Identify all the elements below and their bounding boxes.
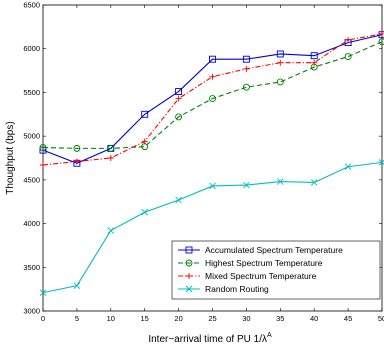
data-point [276, 178, 284, 185]
data-point [73, 282, 81, 289]
legend-box [171, 240, 381, 300]
data-point [141, 110, 149, 118]
data-point [141, 208, 149, 216]
data-point [345, 36, 352, 43]
data-point [175, 95, 182, 102]
series-highest-spectrum-temperature [39, 38, 384, 152]
data-point [39, 144, 47, 151]
x-tick-label: 45 [344, 314, 352, 323]
data-point [185, 285, 193, 293]
legend-item: Random Routing [178, 284, 269, 294]
y-tick-label: 6000 [23, 44, 40, 53]
data-point [107, 144, 115, 152]
data-point [141, 138, 148, 145]
data-point [40, 161, 46, 168]
data-point [344, 53, 352, 61]
x-tick-label: 30 [242, 314, 250, 323]
data-point [39, 146, 47, 154]
series-line [42, 41, 383, 149]
x-tick-label: 20 [174, 314, 182, 323]
data-point [175, 113, 183, 121]
y-tick-label: 6500 [23, 1, 40, 10]
data-point [186, 273, 192, 279]
legend-label: Random Routing [205, 284, 269, 294]
series-accumulated-spectrum-temperature [39, 31, 384, 167]
series-mixed-spectrum-temperature [40, 30, 384, 168]
y-tick-label: 4000 [23, 219, 40, 228]
axis-ticks: 0 5 10 15 20 25 30 35 40 45 50 3000 3500 4000 4500 5000… [23, 1, 384, 324]
x-tick-label: 25 [208, 314, 216, 323]
x-axis-label-superscript: A [267, 332, 272, 339]
legend-item: Mixed Spectrum Temperature [178, 271, 317, 281]
legend-item: Accumulated Spectrum Temperature [178, 245, 343, 255]
legend-item: Highest Spectrum Temperature [178, 258, 323, 268]
series-layer [39, 30, 384, 296]
data-point [175, 196, 182, 204]
y-tick-label: 3000 [23, 307, 40, 316]
data-point [243, 181, 250, 189]
x-tick-label: 50 [378, 314, 384, 323]
data-point [311, 59, 318, 66]
data-point [107, 155, 114, 161]
data-point [344, 163, 352, 171]
data-point [209, 182, 216, 190]
data-point [242, 55, 250, 63]
data-point [276, 50, 284, 58]
x-tick-label: 0 [41, 314, 45, 323]
data-point [209, 55, 216, 63]
y-tick-label: 4500 [23, 175, 40, 184]
x-axis-label-text: Inter−arrival time of PU 1/λ [148, 334, 267, 345]
data-point [73, 158, 80, 165]
legend-label: Highest Spectrum Temperature [205, 258, 323, 268]
x-tick-label: 35 [276, 314, 284, 323]
data-point [209, 95, 216, 102]
data-point [277, 59, 284, 66]
y-axis-label: Thoughput (bps) [5, 121, 16, 194]
x-tick-label: 15 [141, 314, 149, 323]
y-tick-label: 3500 [23, 263, 40, 272]
legend: Accumulated Spectrum Temperature Highest … [171, 240, 381, 300]
data-point [378, 38, 384, 46]
data-point [175, 88, 183, 96]
data-point [310, 52, 318, 60]
legend-label: Accumulated Spectrum Temperature [205, 245, 343, 255]
x-axis-label: Inter−arrival time of PU 1/λA [148, 332, 272, 345]
data-point [276, 78, 284, 86]
data-point [379, 30, 384, 37]
data-point [185, 246, 193, 254]
data-point [39, 289, 47, 296]
data-point [378, 159, 384, 166]
data-point [243, 65, 250, 72]
data-point [73, 144, 81, 152]
y-tick-label: 5500 [23, 88, 40, 97]
y-tick-label: 5000 [23, 132, 40, 141]
series-random-routing [39, 159, 384, 296]
data-point [242, 83, 250, 91]
data-point [209, 73, 216, 80]
x-tick-label: 5 [75, 314, 79, 323]
data-point [310, 179, 318, 186]
x-tick-label: 10 [107, 314, 115, 323]
series-line [42, 34, 383, 164]
data-point [107, 227, 115, 234]
data-point [185, 259, 193, 267]
legend-label: Mixed Spectrum Temperature [205, 271, 317, 281]
x-tick-label: 40 [310, 314, 318, 323]
